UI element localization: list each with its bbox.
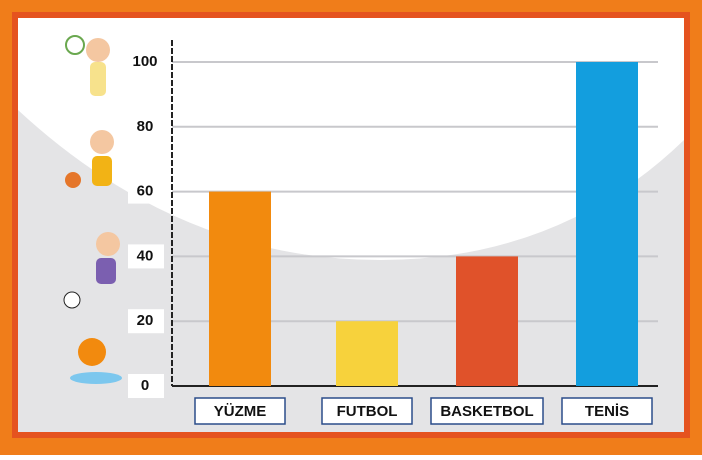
y-tick-box	[128, 114, 164, 139]
y-tick-label: 100	[132, 53, 157, 70]
x-tick-label: FUTBOL	[337, 403, 398, 420]
x-tick-label: YÜZME	[214, 403, 267, 420]
bar	[576, 62, 638, 386]
y-tick-label: 20	[137, 312, 154, 329]
y-tick-box	[128, 374, 164, 398]
category-box	[194, 397, 286, 425]
y-tick-label: 80	[137, 118, 154, 135]
x-tick-label: TENİS	[585, 403, 629, 420]
y-tick-box	[128, 50, 164, 74]
bar	[456, 256, 518, 386]
bar	[336, 321, 398, 386]
y-tick-label: 40	[137, 247, 154, 264]
y-tick-box	[128, 244, 164, 269]
background-curve	[18, 18, 684, 260]
x-tick-label: BASKETBOL	[440, 403, 533, 420]
y-tick-label: 0	[141, 377, 149, 394]
y-tick-label: 60	[137, 183, 154, 200]
category-box	[561, 397, 653, 425]
bar	[209, 191, 271, 386]
category-box	[430, 397, 544, 425]
sports-icons	[63, 35, 122, 384]
y-tick-box	[128, 309, 164, 334]
category-box	[321, 397, 413, 425]
y-tick-box	[128, 179, 164, 204]
